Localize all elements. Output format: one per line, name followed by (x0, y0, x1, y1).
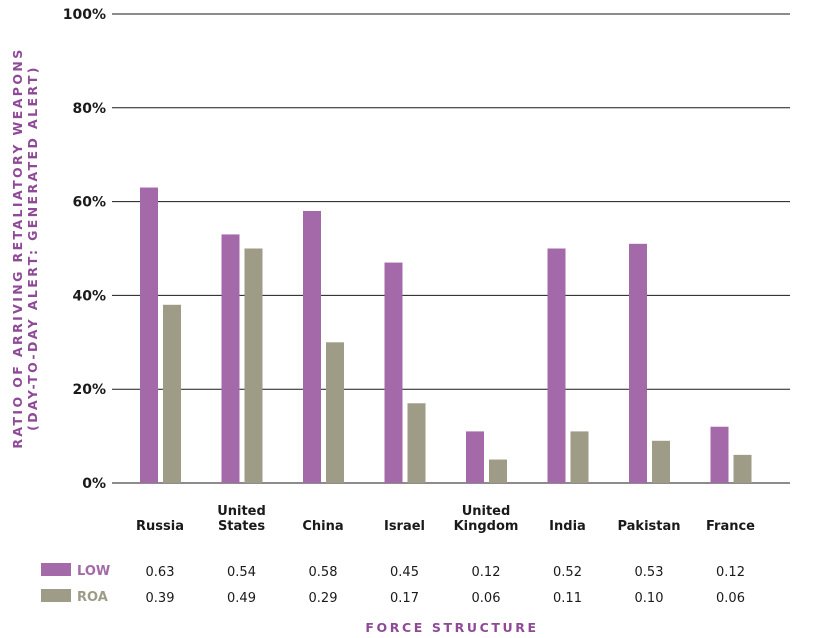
legend-swatch-roa (41, 589, 71, 602)
y-axis-title: RATIO OF ARRIVING RETALIATORY WEAPONS(DA… (10, 47, 40, 448)
y-tick-label: 100% (63, 7, 106, 23)
category-label: United Kingdom (454, 504, 519, 534)
y-axis-ticks: 0% 20% 40% 60% 80% 100% (63, 7, 106, 492)
gridlines (112, 13, 790, 484)
y-tick-label: 40% (72, 288, 106, 304)
table-value-low: 0.12 (716, 565, 745, 580)
bar-roa-france (733, 454, 752, 483)
table-value-roa: 0.06 (716, 591, 745, 606)
bar-low-india (547, 248, 566, 483)
legend-label-roa: ROA (77, 590, 108, 605)
table-value-roa: 0.49 (227, 591, 256, 606)
table-value-low: 0.45 (390, 565, 419, 580)
table-value-roa: 0.39 (146, 591, 175, 606)
x-axis-category-labels: Russia United States China Israel United Kingd… (136, 504, 755, 534)
category-label: Pakistan (617, 519, 680, 534)
table-value-roa: 0.29 (309, 591, 338, 606)
table-value-roa: 0.11 (553, 591, 582, 606)
bar-low-united-kingdom (466, 431, 484, 483)
y-tick-label: 0% (82, 476, 106, 492)
bar-roa-china (326, 342, 344, 483)
table-value-low: 0.52 (553, 565, 582, 580)
legend-label-low: LOW (77, 564, 110, 579)
table-value-roa: 0.10 (635, 591, 664, 606)
bar-low-russia (140, 187, 158, 483)
bar-low-united-states (221, 234, 240, 483)
table-value-roa: 0.17 (390, 591, 419, 606)
bar-roa-israel (407, 403, 426, 483)
legend-swatch-low (41, 563, 71, 576)
table-value-low: 0.63 (146, 565, 175, 580)
category-label: United States (217, 504, 266, 534)
x-axis-title: FORCE STRUCTURE (365, 620, 538, 635)
category-label: India (549, 519, 586, 534)
bar-roa-united-states (244, 248, 263, 483)
category-label: France (706, 519, 755, 534)
bars (140, 187, 752, 484)
table-value-low: 0.53 (635, 565, 664, 580)
y-tick-label: 80% (72, 101, 106, 117)
bar-low-pakistan (629, 243, 647, 483)
table-value-low: 0.12 (472, 565, 501, 580)
table-value-low: 0.54 (227, 565, 256, 580)
bar-low-china (303, 210, 321, 484)
bar-roa-india (570, 431, 589, 483)
bar-roa-pakistan (652, 440, 670, 483)
bar-roa-russia (163, 304, 181, 483)
table-value-low: 0.58 (309, 565, 338, 580)
bar-roa-united-kingdom (489, 459, 507, 483)
category-label: Israel (384, 519, 425, 534)
bar-low-france (710, 426, 729, 483)
bar-low-israel (384, 262, 403, 483)
category-label: China (302, 519, 343, 534)
legend-table: LOW 0.63 0.54 0.58 0.45 0.12 0.52 0.53 0.12 ROA 0.… (41, 563, 745, 606)
table-value-roa: 0.06 (472, 591, 501, 606)
category-label: Russia (136, 519, 184, 534)
y-tick-label: 60% (72, 195, 106, 211)
y-tick-label: 20% (72, 382, 106, 398)
